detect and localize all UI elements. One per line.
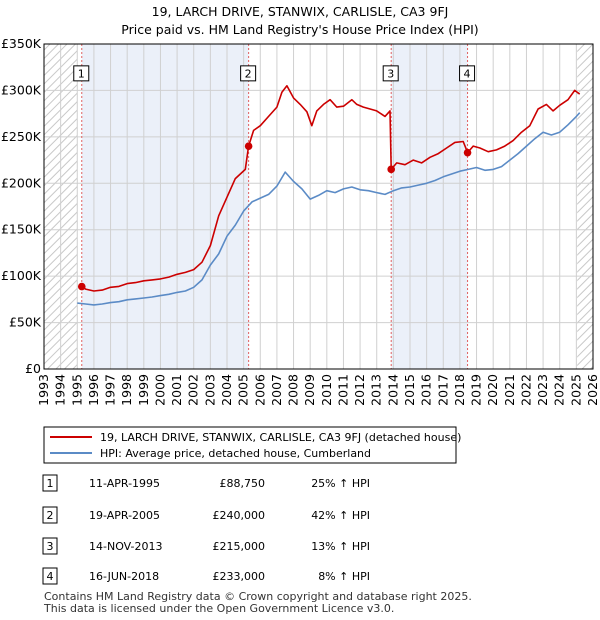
- transaction-number: 1: [47, 477, 54, 490]
- transaction-date: 19-APR-2005: [89, 509, 160, 522]
- transactions-table: 1 11-APR-1995 £88,750 25% ↑ HPI 2 19-APR…: [42, 474, 370, 585]
- x-tick-label: 2026: [585, 374, 600, 406]
- x-tick-label: 1999: [136, 374, 151, 406]
- plot-area: 1 2 3 4 £0 £50K £100K £150K £200K £250K £300K £350K…: [1, 36, 600, 406]
- transaction-price: £215,000: [213, 540, 266, 553]
- transaction-point: [463, 148, 472, 157]
- x-tick-label: 2006: [252, 374, 267, 406]
- transaction-number: 2: [47, 509, 54, 522]
- x-tick-label: 2011: [335, 374, 350, 406]
- transaction-hpi-change: 25% ↑ HPI: [311, 477, 370, 490]
- x-tick-label: 2003: [202, 374, 217, 406]
- x-tick-label: 1998: [119, 374, 134, 406]
- legend: 19, LARCH DRIVE, STANWIX, CARLISLE, CA3 …: [43, 426, 461, 464]
- x-tick-label: 2014: [385, 374, 400, 406]
- y-tick-label: £350K: [1, 36, 42, 51]
- x-tick-label: 2021: [502, 374, 517, 406]
- plot-frame: [43, 43, 594, 370]
- x-tick-label: 2007: [269, 374, 284, 406]
- transaction-row: 3 14-NOV-2013 £215,000 13% ↑ HPI: [42, 537, 370, 555]
- transaction-row: 1 11-APR-1995 £88,750 25% ↑ HPI: [42, 474, 370, 492]
- x-tick-label: 2015: [402, 374, 417, 406]
- x-tick-label: 2019: [469, 374, 484, 406]
- transaction-label: 3: [387, 67, 394, 80]
- transaction-label-box: [382, 65, 399, 82]
- x-tick-label: 2020: [485, 374, 500, 406]
- transaction-point: [77, 282, 86, 291]
- x-tick-label: 2016: [419, 374, 434, 406]
- transaction-price: £88,750: [220, 477, 266, 490]
- x-tick-label: 2002: [186, 374, 201, 406]
- transaction-number: 3: [47, 540, 54, 553]
- footer-copyright: Contains HM Land Registry data © Crown c…: [44, 590, 472, 603]
- transaction-number-box: [42, 567, 58, 585]
- x-tick-label: 2010: [319, 374, 334, 406]
- transaction-date: 11-APR-1995: [89, 477, 160, 490]
- transaction-label-box: [73, 65, 90, 82]
- y-tick-label: £200K: [1, 175, 42, 190]
- chart-title: 19, LARCH DRIVE, STANWIX, CARLISLE, CA3 …: [152, 4, 449, 19]
- transaction-label: 4: [464, 67, 471, 80]
- x-tick-label: 2023: [535, 374, 550, 406]
- x-tick-label: 1993: [36, 374, 51, 406]
- transaction-date: 14-NOV-2013: [89, 540, 163, 553]
- transaction-label: 1: [78, 67, 85, 80]
- x-tick-label: 2000: [152, 374, 167, 406]
- x-tick-label: 2001: [169, 374, 184, 406]
- transaction-label: 2: [245, 67, 252, 80]
- y-tick-label: £300K: [1, 82, 42, 97]
- x-tick-label: 1997: [103, 374, 118, 406]
- transaction-date: 16-JUN-2018: [89, 570, 159, 583]
- transaction-row: 2 19-APR-2005 £240,000 42% ↑ HPI: [42, 506, 370, 524]
- x-tick-label: 2008: [286, 374, 301, 406]
- y-tick-label: £50K: [9, 315, 42, 330]
- series-line: [77, 112, 581, 306]
- transaction-label-box: [459, 65, 476, 82]
- transaction-hpi-change: 8% ↑ HPI: [318, 570, 370, 583]
- x-tick-label: 2024: [552, 374, 567, 406]
- x-tick-label: 2025: [568, 374, 583, 406]
- hatched-region-right: [577, 44, 593, 369]
- chart-subtitle: Price paid vs. HM Land Registry's House …: [121, 22, 478, 37]
- transaction-hpi-change: 13% ↑ HPI: [311, 540, 370, 553]
- transaction-row: 4 16-JUN-2018 £233,000 8% ↑ HPI: [42, 567, 370, 585]
- legend-box: [43, 426, 457, 464]
- x-tick-label: 2017: [435, 374, 450, 406]
- transaction-number-box: [42, 506, 58, 524]
- y-tick-label: £100K: [1, 268, 42, 283]
- footer-licence: This data is licensed under the Open Gov…: [43, 602, 394, 615]
- transaction-point: [244, 142, 253, 150]
- x-tick-label: 1994: [53, 374, 68, 406]
- x-tick-label: 2004: [219, 374, 234, 406]
- x-tick-label: 2009: [302, 374, 317, 406]
- transaction-hpi-change: 42% ↑ HPI: [311, 509, 370, 522]
- transaction-number-box: [42, 474, 58, 492]
- x-tick-label: 1995: [69, 374, 84, 406]
- transaction-number-box: [42, 537, 58, 555]
- transaction-price: £240,000: [213, 509, 266, 522]
- series-line: [81, 85, 581, 292]
- x-tick-label: 2022: [518, 374, 533, 406]
- transaction-point: [387, 165, 396, 174]
- transaction-number: 4: [47, 570, 54, 583]
- shaded-span: [391, 44, 468, 369]
- transaction-label-box: [240, 65, 257, 82]
- y-tick-label: £150K: [1, 222, 42, 237]
- y-tick-label: £250K: [1, 129, 42, 144]
- legend-label-hpi: HPI: Average price, detached house, Cumb…: [100, 447, 371, 460]
- x-tick-label: 1996: [86, 374, 101, 406]
- x-tick-label: 2005: [236, 374, 251, 406]
- x-tick-label: 2012: [352, 374, 367, 406]
- legend-label-price-paid: 19, LARCH DRIVE, STANWIX, CARLISLE, CA3 …: [100, 431, 461, 444]
- x-tick-label: 2013: [369, 374, 384, 406]
- transaction-price: £233,000: [213, 570, 266, 583]
- x-tick-label: 2018: [452, 374, 467, 406]
- y-tick-label: £0: [25, 361, 41, 376]
- shaded-span: [81, 44, 249, 369]
